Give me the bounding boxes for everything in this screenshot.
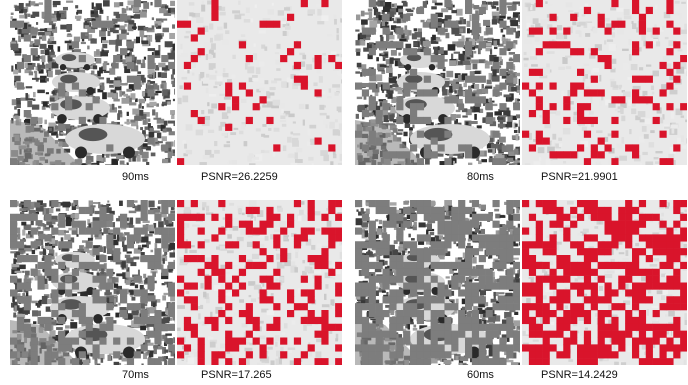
loss-map-svg: [522, 0, 687, 165]
psnr-label-90ms: PSNR=26.2259: [201, 171, 278, 183]
psnr-label-70ms: PSNR=17.265: [201, 369, 272, 381]
reconstructed-image-svg: [355, 200, 520, 365]
reconstructed-image-70ms: [10, 200, 175, 365]
reconstructed-image-90ms: [10, 0, 175, 165]
latency-label-80ms: 80ms: [467, 171, 494, 183]
loss-map-60ms: [522, 200, 687, 365]
reconstructed-image-80ms: [355, 0, 520, 165]
loss-map-svg: [522, 200, 687, 365]
reconstructed-image-svg: [10, 0, 175, 165]
latency-label-60ms: 60ms: [467, 369, 494, 381]
psnr-label-80ms: PSNR=21.9901: [541, 171, 618, 183]
psnr-label-60ms: PSNR=14.2429: [541, 369, 618, 381]
reconstructed-image-60ms: [355, 200, 520, 365]
loss-map-80ms: [522, 0, 687, 165]
loss-map-svg: [177, 200, 342, 365]
loss-map-90ms: [177, 0, 342, 165]
reconstructed-image-svg: [10, 200, 175, 365]
reconstructed-image-svg: [355, 0, 520, 165]
loss-map-70ms: [177, 200, 342, 365]
loss-map-svg: [177, 0, 342, 165]
latency-label-90ms: 90ms: [122, 171, 149, 183]
latency-label-70ms: 70ms: [122, 369, 149, 381]
